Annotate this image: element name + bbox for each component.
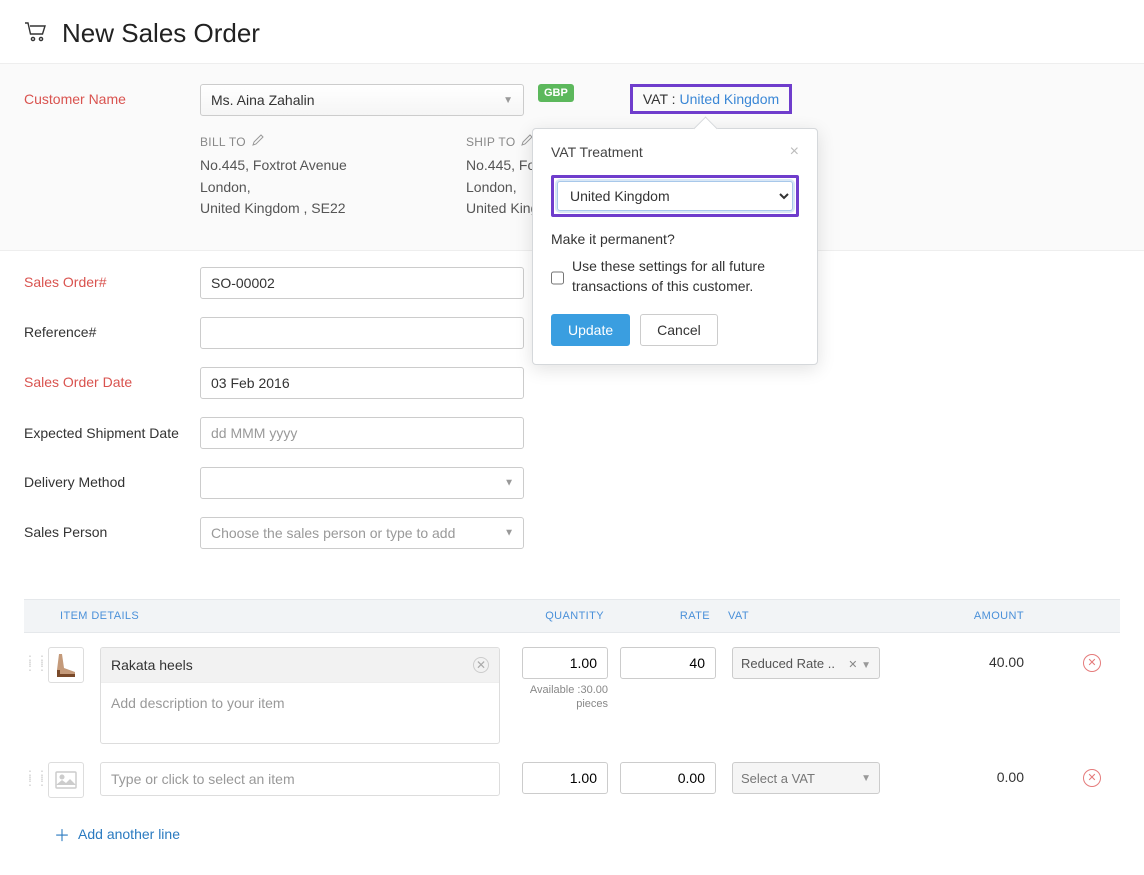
currency-badge: GBP <box>538 84 574 102</box>
use-for-future-checkbox[interactable] <box>551 260 564 296</box>
item-available-text: Available :30.00 pieces <box>500 683 608 712</box>
item-name-input[interactable]: Rakata heels ✕ <box>101 648 499 682</box>
item-row: ⋮⋮⋮⋮ Rakata heels ✕ Add description to y… <box>24 633 1120 744</box>
item-quantity-input[interactable] <box>522 647 608 679</box>
so-number-input[interactable] <box>200 267 524 299</box>
col-header-qty: QUANTITY <box>496 610 616 622</box>
item-name-placeholder: Type or click to select an item <box>111 771 295 787</box>
vat-label: VAT : <box>643 91 676 107</box>
chevron-down-icon: ▼ <box>861 660 871 671</box>
clear-vat-icon[interactable]: ✕ <box>848 659 857 671</box>
item-vat-select[interactable]: Reduced Rate .. ✕ ▼ <box>732 647 880 679</box>
delivery-method-label: Delivery Method <box>24 467 200 490</box>
item-name-text: Rakata heels <box>111 657 193 673</box>
item-amount: 0.00 <box>892 762 1064 785</box>
delete-row-icon[interactable]: ✕ <box>1083 769 1101 787</box>
bill-to-address: No.445, Foxtrot Avenue London, United Ki… <box>200 155 466 220</box>
so-date-label: Sales Order Date <box>24 367 200 390</box>
close-icon[interactable]: × <box>790 143 799 161</box>
customer-name-label: Customer Name <box>24 84 200 107</box>
cancel-button[interactable]: Cancel <box>640 314 718 346</box>
delivery-method-select[interactable] <box>200 467 524 499</box>
update-button[interactable]: Update <box>551 314 630 346</box>
page-header: New Sales Order <box>0 0 1144 64</box>
customer-name-select[interactable]: Ms. Aina Zahalin ▼ <box>200 84 524 116</box>
sales-person-placeholder: Choose the sales person or type to add <box>211 525 455 541</box>
add-another-line-label: Add another line <box>78 826 180 842</box>
item-name-input[interactable]: Type or click to select an item <box>100 762 500 796</box>
sales-person-label: Sales Person <box>24 517 200 540</box>
delete-row-icon[interactable]: ✕ <box>1083 654 1101 672</box>
item-rate-input[interactable] <box>620 647 716 679</box>
item-description-input[interactable]: Add description to your item <box>101 682 499 743</box>
chevron-down-icon: ▼ <box>861 773 871 784</box>
items-header: ITEM DETAILS QUANTITY RATE VAT AMOUNT <box>24 599 1120 633</box>
expected-shipment-label: Expected Shipment Date <box>24 417 200 442</box>
customer-name-value: Ms. Aina Zahalin <box>211 92 315 108</box>
clear-item-icon[interactable]: ✕ <box>473 657 489 673</box>
reference-label: Reference# <box>24 317 200 340</box>
col-header-vat: VAT <box>724 610 888 622</box>
add-another-line-button[interactable]: ＋ Add another line <box>54 822 1120 846</box>
popover-title: VAT Treatment <box>551 144 643 160</box>
so-number-label: Sales Order# <box>24 267 200 290</box>
chevron-down-icon: ▼ <box>503 95 513 106</box>
make-permanent-label: Make it permanent? <box>551 231 799 247</box>
item-vat-select[interactable]: Select a VAT ▼ <box>732 762 880 794</box>
so-date-input[interactable] <box>200 367 524 399</box>
cart-icon <box>24 22 48 45</box>
bill-to-heading: BILL TO <box>200 135 246 149</box>
reference-input[interactable] <box>200 317 524 349</box>
item-amount: 40.00 <box>892 647 1064 670</box>
item-vat-value: Select a VAT <box>741 771 815 786</box>
item-vat-value: Reduced Rate .. <box>741 656 835 671</box>
sales-person-select[interactable]: Choose the sales person or type to add <box>200 517 524 549</box>
edit-bill-to-icon[interactable] <box>252 134 264 149</box>
vat-treatment-select[interactable]: United Kingdom <box>557 181 793 211</box>
use-for-future-label: Use these settings for all future transa… <box>572 257 799 296</box>
page-title: New Sales Order <box>62 18 260 49</box>
expected-shipment-input[interactable] <box>200 417 524 449</box>
item-row: ⋮⋮⋮⋮ Type or click to select an item Sel… <box>24 744 1120 798</box>
drag-handle-icon[interactable]: ⋮⋮⋮⋮ <box>24 762 48 784</box>
drag-handle-icon[interactable]: ⋮⋮⋮⋮ <box>24 647 48 669</box>
item-thumbnail[interactable] <box>48 647 84 683</box>
ship-to-heading: SHIP TO <box>466 135 515 149</box>
col-header-details: ITEM DETAILS <box>48 610 496 622</box>
item-rate-input[interactable] <box>620 762 716 794</box>
vat-value: United Kingdom <box>680 91 780 107</box>
vat-treatment-link[interactable]: VAT : United Kingdom <box>630 84 792 114</box>
col-header-rate: RATE <box>616 610 724 622</box>
col-header-amount: AMOUNT <box>888 610 1064 622</box>
plus-icon: ＋ <box>54 822 70 846</box>
item-thumbnail-placeholder[interactable] <box>48 762 84 798</box>
vat-treatment-popover: VAT Treatment × United Kingdom Make it p… <box>532 128 818 365</box>
item-quantity-input[interactable] <box>522 762 608 794</box>
